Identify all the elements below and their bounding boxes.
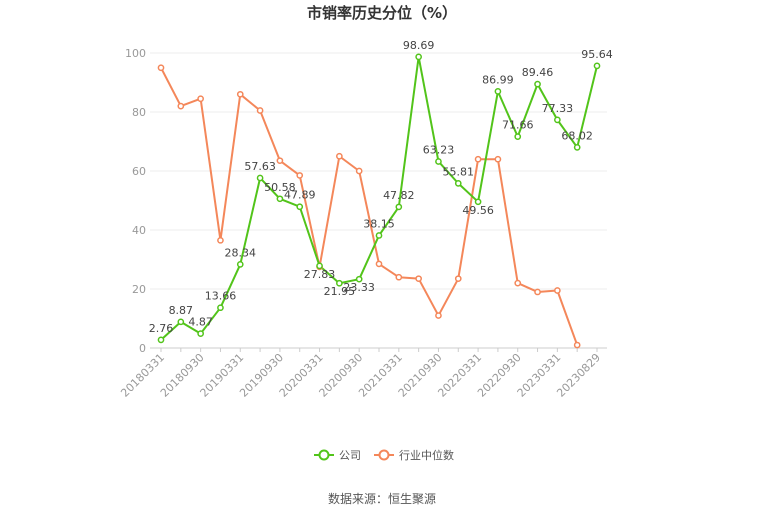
series-point-0[interactable] bbox=[276, 195, 284, 203]
data-label: 95.64 bbox=[581, 48, 613, 61]
series-point-0[interactable] bbox=[435, 158, 442, 165]
series-point-0[interactable] bbox=[296, 203, 304, 211]
series-point-0[interactable] bbox=[573, 143, 581, 151]
series-point-1[interactable] bbox=[256, 107, 264, 114]
y-tick-label: 80 bbox=[132, 106, 146, 119]
y-tick-label: 0 bbox=[139, 342, 146, 355]
series-point-1[interactable] bbox=[395, 273, 403, 281]
series-point-1[interactable] bbox=[157, 64, 165, 72]
data-label: 47.89 bbox=[284, 189, 316, 202]
legend-label: 行业中位数 bbox=[399, 448, 454, 462]
data-label: 89.46 bbox=[522, 66, 554, 79]
series-point-0[interactable] bbox=[494, 88, 502, 95]
series-point-0[interactable] bbox=[593, 62, 601, 70]
data-label: 28.34 bbox=[225, 246, 257, 259]
y-axis: 0 20 40 60 80 100 bbox=[125, 47, 146, 355]
data-label: 38.15 bbox=[363, 217, 395, 230]
data-label: 2.76 bbox=[149, 322, 174, 335]
series-point-1[interactable] bbox=[276, 157, 284, 165]
series-point-0[interactable] bbox=[395, 203, 403, 211]
series-point-1[interactable] bbox=[296, 172, 304, 179]
series-point-1[interactable] bbox=[534, 288, 541, 296]
data-label: 23.33 bbox=[343, 281, 375, 294]
legend-swatch-marker bbox=[378, 449, 390, 461]
series-points bbox=[157, 53, 601, 349]
legend-label: 公司 bbox=[339, 449, 361, 462]
data-label: 98.69 bbox=[403, 39, 435, 52]
series-point-1[interactable] bbox=[454, 275, 462, 283]
data-label: 47.82 bbox=[383, 189, 415, 202]
series-line-1 bbox=[160, 67, 579, 346]
series-point-1[interactable] bbox=[197, 95, 204, 103]
series-point-1[interactable] bbox=[236, 90, 244, 98]
series-point-0[interactable] bbox=[554, 116, 561, 124]
data-label: 71.66 bbox=[502, 119, 534, 132]
data-label: 21.95 bbox=[324, 285, 356, 298]
legend-item-1[interactable]: 行业中位数 bbox=[374, 448, 454, 462]
data-label: 50.58 bbox=[264, 181, 296, 194]
series-point-0[interactable] bbox=[474, 198, 482, 206]
data-label: 63.23 bbox=[423, 143, 455, 156]
series-point-1[interactable] bbox=[217, 236, 224, 244]
series-point-0[interactable] bbox=[177, 318, 185, 326]
series-point-1[interactable] bbox=[435, 312, 442, 319]
series-point-1[interactable] bbox=[375, 260, 383, 268]
chart-title: 市销率历史分位（%） bbox=[307, 4, 457, 22]
series-point-0[interactable] bbox=[217, 304, 224, 312]
data-label: 49.56 bbox=[462, 204, 494, 217]
y-tick-label: 40 bbox=[132, 224, 146, 237]
series-point-1[interactable] bbox=[415, 275, 422, 283]
series-point-0[interactable] bbox=[415, 53, 422, 61]
data-label: 77.33 bbox=[542, 102, 574, 115]
series-point-1[interactable] bbox=[514, 279, 522, 287]
data-label: 8.87 bbox=[169, 304, 194, 317]
y-tick-label: 100 bbox=[125, 47, 146, 60]
series-point-0[interactable] bbox=[454, 180, 462, 187]
series-point-0[interactable] bbox=[355, 275, 363, 283]
series-point-1[interactable] bbox=[336, 152, 343, 160]
series-point-0[interactable] bbox=[256, 174, 264, 182]
x-axis: 2018033120180930201903312019093020200331… bbox=[118, 348, 603, 400]
x-tick-label: 20230829 bbox=[554, 351, 603, 400]
y-tick-label: 20 bbox=[132, 283, 146, 296]
data-label: 57.63 bbox=[244, 160, 276, 173]
series-point-0[interactable] bbox=[197, 330, 204, 337]
data-label: 13.66 bbox=[205, 290, 237, 303]
series-point-1[interactable] bbox=[554, 287, 561, 294]
grid bbox=[150, 52, 607, 349]
series-point-1[interactable] bbox=[573, 341, 581, 349]
source-text: 数据来源：恒生聚源 bbox=[328, 491, 436, 506]
series-point-0[interactable] bbox=[336, 279, 343, 287]
series-point-1[interactable] bbox=[355, 167, 363, 175]
series-point-1[interactable] bbox=[177, 102, 185, 110]
y-tick-label: 60 bbox=[132, 165, 146, 178]
legend[interactable]: 公司 行业中位数 bbox=[314, 448, 454, 462]
data-label: 27.83 bbox=[304, 268, 336, 281]
data-label: 86.99 bbox=[482, 73, 514, 86]
series-point-0[interactable] bbox=[157, 336, 165, 344]
series-point-1[interactable] bbox=[494, 155, 502, 163]
series-point-0[interactable] bbox=[514, 133, 522, 140]
data-label: 4.87 bbox=[188, 316, 213, 329]
series-point-0[interactable] bbox=[236, 261, 244, 268]
data-label: 55.81 bbox=[443, 165, 475, 178]
series-point-0[interactable] bbox=[534, 80, 541, 88]
series-point-0[interactable] bbox=[375, 232, 383, 239]
legend-item-0[interactable]: 公司 bbox=[314, 449, 361, 462]
series-point-0[interactable] bbox=[316, 262, 323, 270]
data-label: 68.02 bbox=[561, 129, 593, 142]
legend-swatch-marker bbox=[318, 449, 330, 461]
series-point-1[interactable] bbox=[474, 155, 482, 163]
